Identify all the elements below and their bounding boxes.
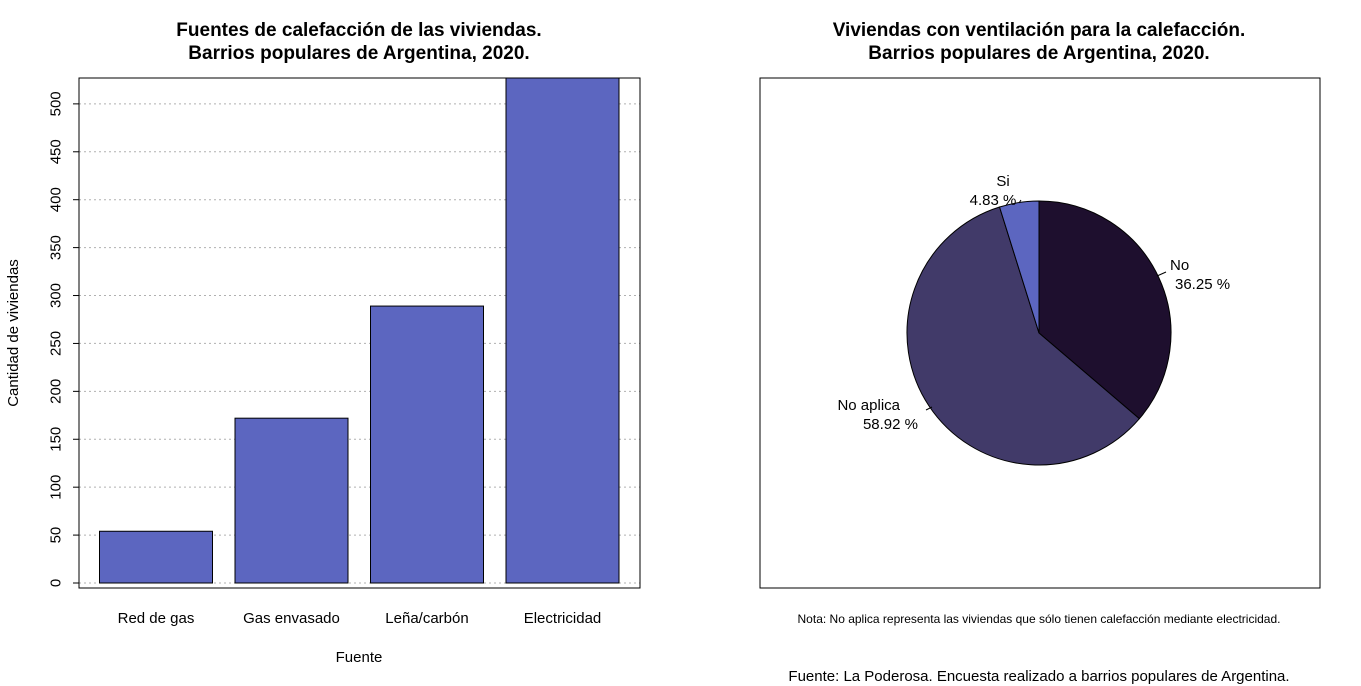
bar: [370, 305, 484, 584]
y-tick-label: 250: [47, 331, 64, 356]
x-tick-label: Electricidad: [524, 610, 602, 627]
pie-slice-label: No aplica: [837, 397, 900, 414]
pie-slice-label: Si: [996, 173, 1009, 190]
bar-series: [99, 77, 620, 584]
y-tick-label: 0: [47, 579, 64, 587]
pie-label-leader: [1156, 271, 1167, 277]
y-tick-label: 450: [47, 139, 64, 164]
pie-chart: Viviendas con ventilación para la calefa…: [759, 20, 1321, 685]
pie-chart-title-line-1: Viviendas con ventilación para la calefa…: [833, 20, 1246, 41]
pie-label-leader: [1018, 199, 1022, 204]
pie-slice: [1038, 200, 1172, 420]
pie-label-leader: [925, 406, 933, 411]
y-tick-label: 150: [47, 427, 64, 452]
bar-plot-frame: [78, 77, 641, 589]
y-tick-label: 200: [47, 379, 64, 404]
pie-note: Nota: No aplica representa las viviendas…: [798, 612, 1281, 626]
bar: [234, 417, 349, 584]
x-tick-label: Leña/carbón: [385, 610, 468, 627]
pie-slice: [906, 206, 1141, 466]
bar-grid: [79, 103, 640, 584]
pie-slice-label: No: [1170, 257, 1189, 274]
x-axis-title: Fuente: [336, 649, 383, 666]
pie-labels: No 36.25 % No aplica 58.92 % Si 4.83 %: [837, 173, 1230, 433]
pie-slices: [906, 200, 1172, 466]
bar-chart-title-line-2: Barrios populares de Argentina, 2020.: [188, 43, 529, 64]
y-tick-label: 100: [47, 475, 64, 500]
y-axis-title: Cantidad de viviendas: [5, 259, 22, 407]
y-tick-label: 300: [47, 283, 64, 308]
x-tick-label: Red de gas: [118, 610, 195, 627]
pie-slice-percent: 58.92 %: [863, 416, 918, 433]
y-axis: 0 50 100 150 200 250 300 350 400 450 500: [47, 91, 79, 587]
pie-chart-title-line-2: Barrios populares de Argentina, 2020.: [868, 43, 1209, 64]
pie-plot-frame: [759, 77, 1321, 589]
y-tick-label: 50: [47, 527, 64, 544]
pie-slice-percent: 4.83 %: [970, 192, 1017, 209]
y-tick-label: 500: [47, 91, 64, 116]
y-tick-label: 350: [47, 235, 64, 260]
pie-slice-percent: 36.25 %: [1175, 276, 1230, 293]
source-caption: Fuente: La Poderosa. Encuesta realizado …: [788, 668, 1289, 685]
x-tick-label: Gas envasado: [243, 610, 340, 627]
x-axis-labels: Red de gas Gas envasado Leña/carbón Electri…: [118, 610, 602, 627]
bar: [505, 77, 620, 584]
y-tick-label: 400: [47, 187, 64, 212]
bar-chart-title-line-1: Fuentes de calefacción de las viviendas.: [176, 20, 541, 41]
bar-chart: Fuentes de calefacción de las viviendas.…: [5, 20, 641, 666]
bar: [99, 530, 213, 584]
